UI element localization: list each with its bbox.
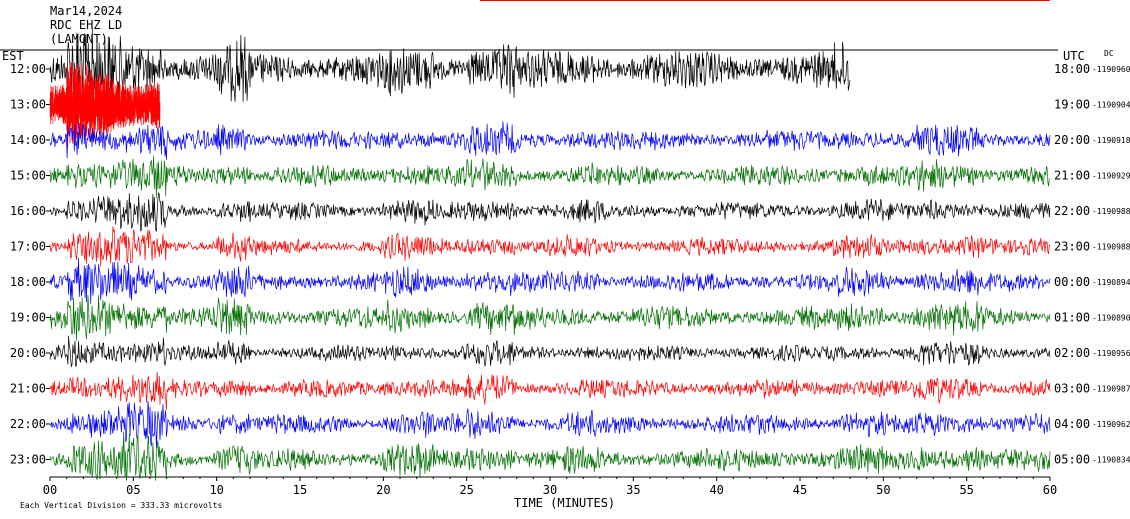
dc-offset-label: -1190988: [1092, 207, 1130, 216]
trace-row-1700: [49, 226, 1051, 267]
x-tick-label: 40: [709, 483, 723, 497]
dc-offset-label: -1190894: [1092, 278, 1130, 287]
dc-offset-label: -1190929: [1092, 172, 1130, 181]
trace-row-2000: [49, 335, 1051, 367]
scale-footer: Each Vertical Division = 333.33 microvol…: [20, 501, 222, 510]
trace-row-1600: [49, 192, 1051, 232]
est-hour-label: 23:00: [10, 453, 46, 467]
dc-offset-label: -1190987: [1092, 385, 1130, 394]
x-axis-title: TIME (MINUTES): [514, 496, 615, 510]
x-tick-label: 10: [209, 483, 223, 497]
x-tick-label: 15: [293, 483, 307, 497]
utc-hour-label: 05:00: [1054, 453, 1090, 467]
utc-hour-label: 03:00: [1054, 382, 1090, 396]
est-hour-label: 12:00: [10, 62, 46, 76]
utc-hour-label: 20:00: [1054, 133, 1090, 147]
utc-hour-label: 22:00: [1054, 204, 1090, 218]
est-hour-label: 21:00: [10, 382, 46, 396]
trace-row-1200: [49, 28, 851, 110]
utc-hour-label: 00:00: [1054, 275, 1090, 289]
dc-offset-label: -1190962: [1092, 420, 1130, 429]
trace-row-2300: [49, 431, 1051, 481]
est-hour-label: 22:00: [10, 417, 46, 431]
est-hour-label: 14:00: [10, 133, 46, 147]
est-hour-label: 15:00: [10, 169, 46, 183]
dc-offset-label: -1190918: [1092, 136, 1130, 145]
est-hour-label: 17:00: [10, 240, 46, 254]
trace-row-1300: [49, 61, 161, 148]
trace-row-1400: [49, 121, 1051, 160]
utc-hour-label: 04:00: [1054, 417, 1090, 431]
x-tick-label: 45: [793, 483, 807, 497]
dc-offset-label: -1190904: [1092, 101, 1130, 110]
utc-hour-label: 18:00: [1054, 62, 1090, 76]
header-network: (LAMONT): [50, 32, 108, 46]
header-date: Mar14,2024: [50, 4, 123, 18]
x-tick-label: 55: [959, 483, 973, 497]
utc-hour-label: 01:00: [1054, 311, 1090, 325]
x-tick-label: 05: [126, 483, 140, 497]
utc-hour-label: 21:00: [1054, 169, 1090, 183]
est-hour-label: 18:00: [10, 275, 46, 289]
dc-offset-label: -1190988: [1092, 243, 1130, 252]
x-tick-label: 35: [626, 483, 640, 497]
x-tick-label: 25: [459, 483, 473, 497]
utc-label: UTC: [1063, 49, 1085, 63]
trace-row-1800: [49, 257, 1051, 304]
trace-row-1500: [49, 155, 1051, 198]
est-hour-label: 13:00: [10, 98, 46, 112]
dc-offset-label: -1190960: [1092, 65, 1130, 74]
x-tick-label: 20: [376, 483, 390, 497]
est-label: EST: [2, 49, 24, 63]
dc-offset-label: -1190834: [1092, 456, 1130, 465]
dc-label: DC: [1104, 49, 1114, 58]
x-tick-label: 50: [876, 483, 890, 497]
header-station: RDC EHZ LD: [50, 18, 123, 32]
est-hour-label: 20:00: [10, 346, 46, 360]
utc-hour-label: 02:00: [1054, 346, 1090, 360]
est-hour-label: 19:00: [10, 311, 46, 325]
trace-row-2200: [49, 400, 1051, 449]
x-tick-label: 30: [543, 483, 557, 497]
trace-row-2100: [49, 371, 1051, 410]
trace-row-1900: [49, 295, 1051, 341]
est-hour-label: 16:00: [10, 204, 46, 218]
x-tick-label: 00: [43, 483, 57, 497]
dc-offset-label: -1190890: [1092, 314, 1130, 323]
utc-hour-label: 19:00: [1054, 98, 1090, 112]
x-tick-label: 60: [1043, 483, 1057, 497]
dc-offset-label: -1190956: [1092, 349, 1130, 358]
utc-hour-label: 23:00: [1054, 240, 1090, 254]
